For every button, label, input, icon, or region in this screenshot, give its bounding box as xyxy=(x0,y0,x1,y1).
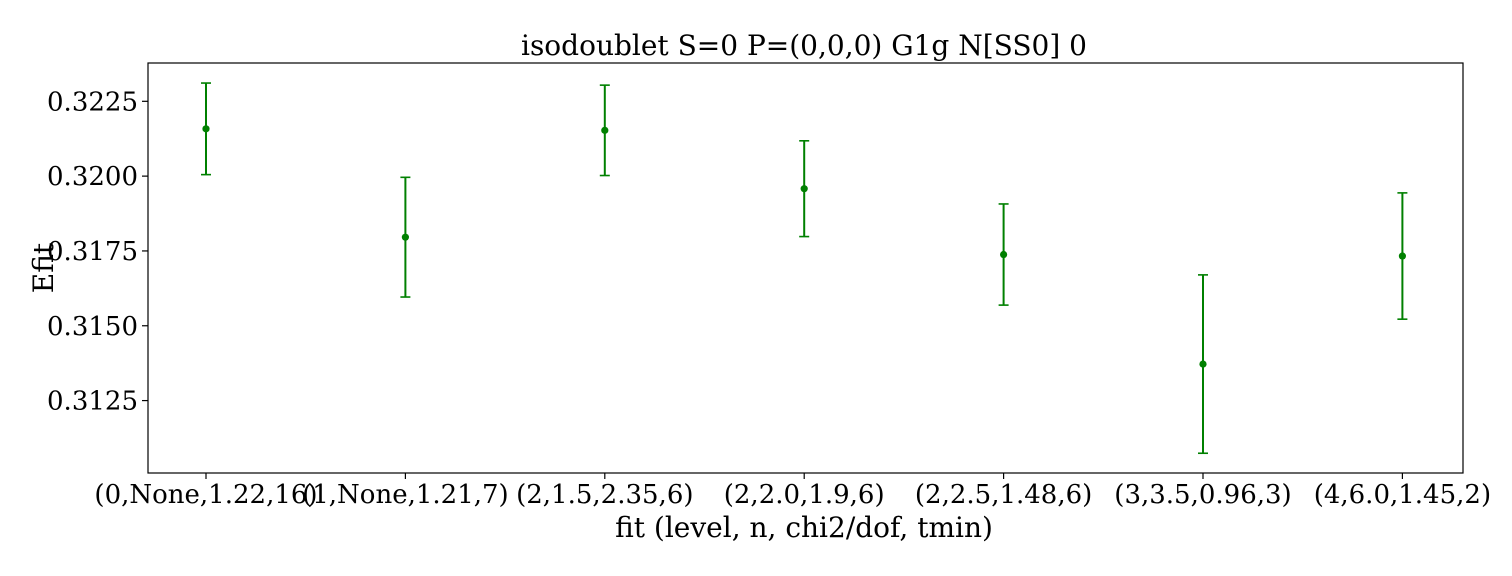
x-tick-label: (2,1.5,2.35,6) xyxy=(516,480,693,510)
y-axis: 0.3125 0.3150 0.3175 0.3200 0.3225 xyxy=(47,87,148,417)
y-tick-label: 0.3125 xyxy=(47,387,138,417)
data-series xyxy=(201,82,1408,455)
data-point xyxy=(401,233,409,241)
plot-area xyxy=(147,62,1464,474)
data-point xyxy=(800,185,808,193)
x-tick-label: (2,2.0,1.9,6) xyxy=(724,480,885,510)
y-tick-label: 0.3175 xyxy=(47,237,138,267)
data-point xyxy=(1398,252,1406,260)
y-tick-label: 0.3200 xyxy=(47,162,138,192)
y-axis-label: Efit xyxy=(27,242,60,293)
x-tick-label: (3,3.5,0.96,3) xyxy=(1114,480,1291,510)
chart-title: isodoublet S=0 P=(0,0,0) G1g N[SS0] 0 xyxy=(521,29,1087,62)
x-tick-label: (0,None,1.22,16) xyxy=(94,480,317,510)
y-tick-label: 0.3225 xyxy=(47,87,138,117)
x-axis-label: fit (level, n, chi2/dof, tmin) xyxy=(615,511,993,544)
x-tick-label: (2,2.5,1.48,6) xyxy=(915,480,1092,510)
data-point xyxy=(601,126,609,134)
x-tick-label: (1,None,1.21,7) xyxy=(302,480,509,510)
data-point xyxy=(1000,250,1008,259)
x-axis: (0,None,1.22,16)(1,None,1.21,7) (2,1.5,2.… xyxy=(94,473,1491,510)
x-tick-label: (4,6.0,1.45,2) xyxy=(1314,480,1491,510)
data-point xyxy=(202,125,210,133)
data-point xyxy=(1199,360,1207,368)
y-tick-label: 0.3150 xyxy=(47,312,138,342)
